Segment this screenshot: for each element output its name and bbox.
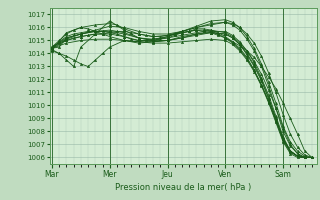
X-axis label: Pression niveau de la mer( hPa ): Pression niveau de la mer( hPa ) [115,183,251,192]
